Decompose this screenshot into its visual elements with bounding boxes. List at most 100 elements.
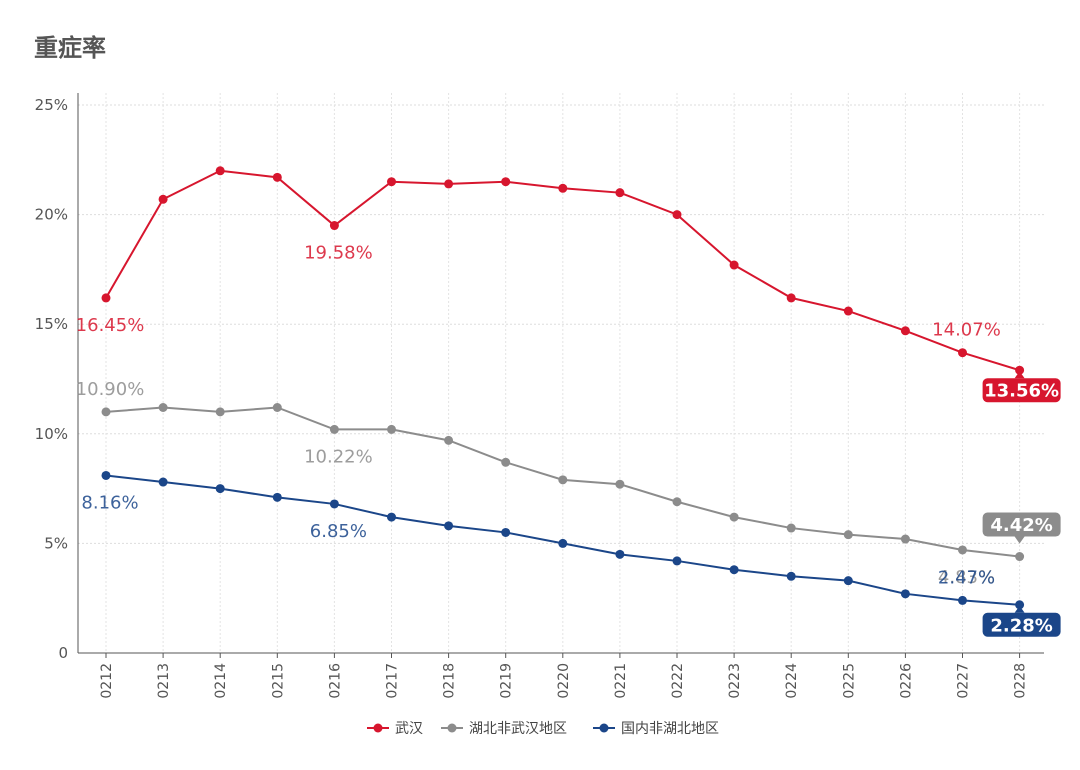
data-point bbox=[729, 512, 739, 522]
callout-badge: 2.28% bbox=[982, 605, 1061, 637]
data-point bbox=[1015, 600, 1025, 610]
data-point bbox=[958, 595, 967, 605]
data-label: 10.22% bbox=[304, 446, 373, 467]
callout-pointer bbox=[1014, 605, 1025, 613]
x-tick-label: 0225 bbox=[841, 663, 857, 699]
data-point bbox=[672, 556, 682, 566]
y-tick-label: 0 bbox=[58, 644, 68, 662]
data-point bbox=[101, 470, 111, 480]
x-tick-label: 0216 bbox=[327, 663, 343, 699]
callout-label: 13.56% bbox=[984, 381, 1059, 402]
y-tick-label: 10% bbox=[35, 425, 68, 443]
legend: 武汉 湖北非武汉地区 国内非湖北地区 bbox=[367, 721, 719, 737]
data-point bbox=[1015, 365, 1025, 375]
x-tick-label: 0224 bbox=[784, 663, 800, 699]
data-point bbox=[615, 479, 625, 489]
data-point bbox=[329, 499, 339, 509]
callout-box bbox=[982, 612, 1061, 637]
data-point bbox=[729, 565, 739, 575]
data-point bbox=[501, 457, 511, 467]
data-point bbox=[501, 527, 511, 537]
data-label: 4.83% bbox=[938, 567, 995, 588]
callout-box bbox=[982, 378, 1061, 403]
data-point bbox=[444, 179, 454, 189]
callout-badge: 4.42% bbox=[982, 512, 1061, 544]
data-point bbox=[615, 549, 625, 559]
y-tick-label: 15% bbox=[35, 315, 68, 333]
callout-pointer bbox=[1014, 371, 1025, 379]
data-point bbox=[329, 424, 339, 434]
data-point bbox=[958, 545, 967, 555]
y-tick-label: 20% bbox=[35, 206, 68, 224]
grid-lines bbox=[78, 93, 1044, 653]
x-tick-label: 0217 bbox=[385, 663, 401, 699]
x-tick-label: 0223 bbox=[727, 663, 743, 699]
data-point bbox=[158, 402, 168, 412]
legend-item-2: 国内非湖北地区 bbox=[593, 721, 719, 737]
data-point bbox=[444, 435, 454, 445]
x-tick-label: 0227 bbox=[956, 663, 972, 699]
data-point bbox=[958, 348, 967, 358]
x-tick-label: 0214 bbox=[213, 663, 229, 699]
data-point bbox=[672, 497, 682, 507]
data-point bbox=[558, 538, 568, 548]
data-point bbox=[615, 188, 625, 198]
data-point bbox=[101, 293, 111, 303]
data-point bbox=[215, 166, 225, 176]
data-point bbox=[101, 407, 111, 417]
data-point bbox=[900, 326, 910, 336]
data-point bbox=[272, 402, 282, 412]
data-point bbox=[501, 177, 511, 187]
x-tick-label: 0219 bbox=[499, 663, 515, 699]
x-tick-label: 0213 bbox=[156, 663, 172, 699]
callout-label: 2.28% bbox=[990, 615, 1052, 636]
legend-label: 国内非湖北地区 bbox=[621, 721, 719, 737]
data-point bbox=[843, 530, 853, 540]
data-label: 14.07% bbox=[932, 320, 1001, 341]
data-point bbox=[215, 407, 225, 417]
legend-swatch-dot bbox=[373, 723, 383, 733]
series-2: 8.16% 6.85% 2.47% 2.28% bbox=[81, 470, 1061, 637]
data-point bbox=[729, 260, 739, 270]
callout-pointer bbox=[1014, 536, 1025, 544]
data-point bbox=[900, 589, 910, 599]
legend-swatch-dot bbox=[599, 723, 609, 733]
data-point bbox=[444, 521, 454, 531]
data-label: 16.45% bbox=[76, 315, 145, 336]
x-tick-label: 0221 bbox=[613, 663, 629, 699]
data-point bbox=[158, 194, 168, 204]
x-tick-label: 0226 bbox=[898, 663, 914, 699]
data-label: 19.58% bbox=[304, 243, 373, 264]
data-label: 10.90% bbox=[76, 379, 145, 400]
callout-label: 4.42% bbox=[990, 515, 1052, 536]
data-point bbox=[387, 177, 396, 187]
x-tick-label: 0212 bbox=[99, 663, 115, 699]
data-point bbox=[900, 534, 910, 544]
data-point bbox=[672, 210, 682, 220]
data-point bbox=[786, 571, 796, 581]
data-label: 2.47% bbox=[938, 567, 995, 588]
legend-swatch-dot bbox=[447, 723, 457, 733]
series-1: 10.90% 10.22% 4.83% 4.42% bbox=[76, 379, 1061, 588]
data-label: 6.85% bbox=[310, 521, 367, 542]
chart-title: 重症率 bbox=[34, 34, 106, 62]
series-0: 16.45% 19.58% 14.07% 13.56% bbox=[76, 166, 1061, 403]
x-tick-label: 0218 bbox=[442, 663, 458, 699]
data-point bbox=[843, 306, 853, 316]
data-point bbox=[1015, 552, 1025, 562]
callout-badge: 13.56% bbox=[982, 371, 1061, 403]
data-point bbox=[158, 477, 168, 487]
data-point bbox=[387, 424, 396, 434]
legend-label: 湖北非武汉地区 bbox=[469, 721, 567, 737]
legend-item-1: 湖北非武汉地区 bbox=[441, 721, 567, 737]
legend-item-0: 武汉 bbox=[367, 721, 423, 737]
data-point bbox=[558, 475, 568, 485]
data-label: 8.16% bbox=[81, 492, 138, 513]
x-tick-label: 0228 bbox=[1013, 663, 1029, 699]
data-point bbox=[215, 484, 225, 494]
x-tick-label: 0215 bbox=[270, 663, 286, 699]
data-point bbox=[843, 576, 853, 586]
x-tick-label: 0222 bbox=[670, 663, 686, 699]
